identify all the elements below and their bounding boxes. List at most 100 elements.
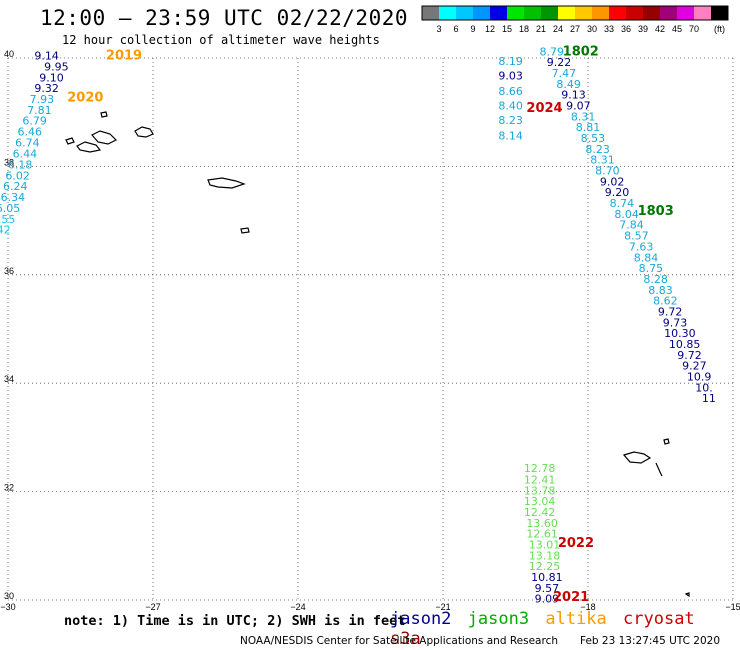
island-outlines [65,111,690,598]
swh-value: 6.46 [18,126,43,139]
island-outline [76,141,102,153]
colorbar-swatch [660,6,677,20]
swh-value: 9.09 [535,593,560,606]
swh-value: 7.63 [629,240,654,253]
swh-value: 8.49 [556,78,581,91]
swh-value: 9.07 [566,99,591,112]
colorbar-frame [421,5,729,21]
swh-value: 8.74 [610,197,635,210]
swh-value: 5.55 [0,213,15,226]
legend-altika: altika [545,609,607,629]
footer-note: note: 1) Time is in UTC; 2) SWH is in fe… [64,613,406,629]
swh-value: 8.53 [581,132,606,145]
island-outline [91,130,118,145]
colorbar-swatch [592,6,609,20]
swh-value: 10.85 [669,338,701,351]
island-outline [240,227,250,234]
swh-value: 8.62 [653,295,678,308]
lat-label: 32 [4,483,14,493]
swh-value: 12.61 [526,528,558,541]
pass-time-label: 2020 [67,90,103,105]
lon-label: −27 [145,602,160,612]
track-t2022: 12.7812.4113.7813.0412.4213.6012.6113.01… [524,462,594,606]
swh-value: 6.02 [5,169,30,182]
colorbar-swatch [575,6,592,20]
lon-label: −21 [435,602,450,612]
swh-value: 9.10 [39,71,64,84]
lon-label: −30 [0,602,15,612]
colorbar-swatch [490,6,507,20]
wave-height-colorbar: 3 6 9 12 15 18 21 24 27 30 33 36 39 42 45 70 (ft) [421,5,729,34]
swh-value: 8.75 [639,262,664,275]
colorbar-tick: 45 [672,24,682,34]
colorbar-swatch [507,6,524,20]
swh-value: 9.27 [682,360,707,373]
pass-time-label: 2022 [558,536,594,551]
track-t2019: 9.149.959.109.327.937.816.796.466.746.44… [0,49,142,237]
island-outline [65,137,75,145]
swh-value: 8.23 [585,143,610,156]
colorbar-swatch [558,6,575,20]
colorbar-swatch [422,6,439,20]
swh-value: 6.44 [13,148,38,161]
legend-s3a: s3a [390,629,421,649]
swh-value: 9.32 [34,82,59,95]
colorbar-swatch [677,6,694,20]
lat-label: 34 [4,374,14,384]
swh-value: 7.81 [27,104,52,117]
swh-value: 8.28 [643,273,668,286]
swh-value: 8.40 [498,99,523,112]
satellite-legend: jason2 jason3 altika cryosat s3a [390,609,740,649]
swh-value: 10.81 [531,571,563,584]
swh-value: 9.02 [600,175,625,188]
swh-value: 6.79 [22,115,47,128]
lat-label: 36 [4,266,14,276]
swh-value: 13.78 [524,484,556,497]
swh-value: 9.95 [44,60,69,73]
swh-value: 12.78 [524,462,556,475]
pass-time-label: 1802 [563,44,599,59]
colorbar-swatch [524,6,541,20]
legend-jason3: jason3 [467,609,530,629]
lat-label: 30 [4,591,14,601]
swh-value: 13.01 [529,539,561,552]
colorbar-tick: 33 [604,24,614,34]
swh-value: 8.31 [571,110,596,123]
colorbar-tick: 21 [536,24,546,34]
colorbar-tick: 27 [570,24,580,34]
swh-value: 9.20 [605,186,630,199]
swh-value: 5.42 [0,224,11,237]
swh-value: 8.81 [576,121,601,134]
pass-time-label: 2021 [553,590,589,605]
swh-value: 13.04 [524,495,556,508]
island-outline [655,462,663,477]
lat-label: 40 [4,49,14,59]
generated-timestamp: Feb 23 13:27:45 UTC 2020 [580,635,720,647]
colorbar-swatch [456,6,473,20]
lon-label: −18 [580,602,595,612]
colorbar-swatch [609,6,626,20]
swh-value: 6.74 [15,136,40,149]
colorbar-tick: 36 [621,24,631,34]
swh-value: 9.57 [535,582,560,595]
swh-value: 8.23 [498,114,523,127]
island-outline [134,126,154,138]
swh-value: 10. [695,381,713,394]
swh-value: 9.72 [658,305,683,318]
swh-value: 10.30 [664,327,696,340]
colorbar-tick: 15 [502,24,512,34]
colorbar-tick: 12 [485,24,495,34]
legend-cryosat: cryosat [623,609,695,629]
lon-label: −24 [290,602,305,612]
track-t1802: 8.799.227.478.499.139.078.318.818.538.23… [540,44,716,405]
swh-value: 8.79 [540,45,565,58]
legend-jason2: jason2 [390,609,452,629]
island-outline [684,592,690,598]
map-title: 12:00 — 23:59 UTC 02/22/2020 [40,6,409,30]
colorbar-tick: 39 [638,24,648,34]
swh-value: 8.04 [614,208,639,221]
colorbar-tick: 9 [470,24,475,34]
swh-value: 8.83 [648,284,673,297]
colorbar-tick: 30 [587,24,597,34]
swh-value: 8.19 [498,55,523,68]
